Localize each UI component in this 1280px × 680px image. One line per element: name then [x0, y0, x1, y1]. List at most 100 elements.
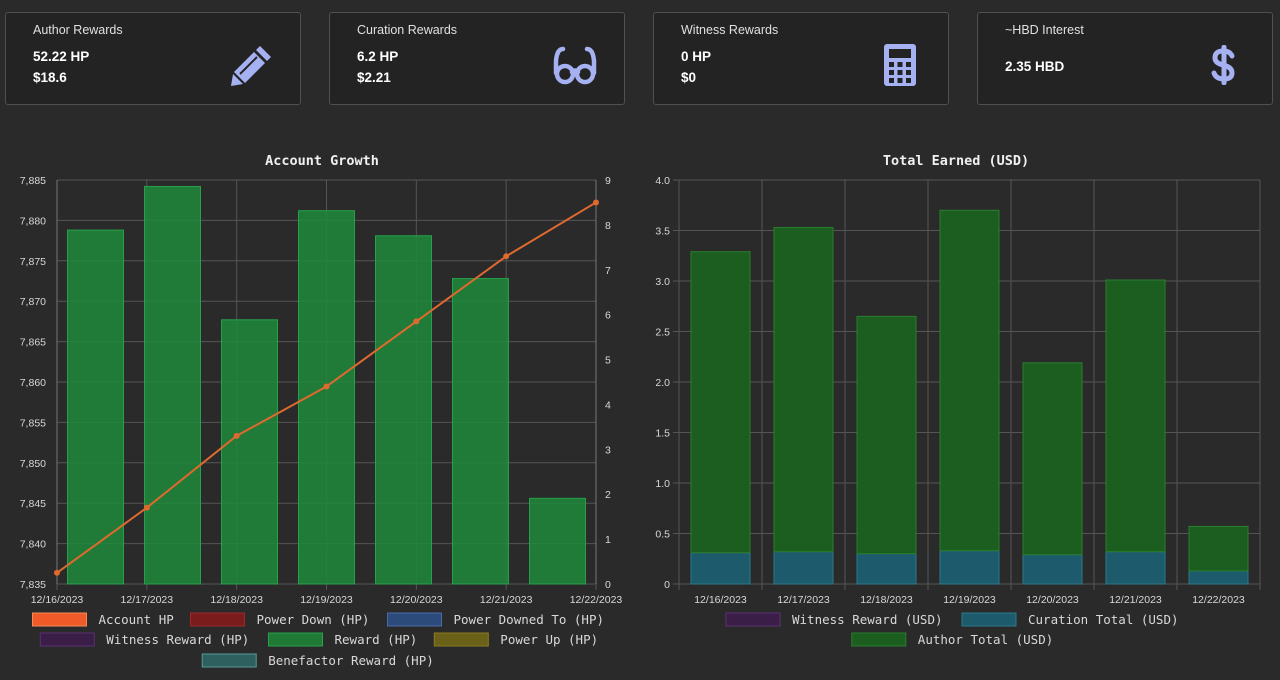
y-tick-label: 7,860 — [20, 377, 46, 389]
y2-tick-label: 6 — [605, 310, 611, 322]
x-tick-label: 12/21/2023 — [480, 594, 533, 606]
curation-total-bar — [939, 550, 1000, 585]
y2-tick-label: 4 — [605, 399, 611, 411]
author-total-bar — [773, 226, 834, 553]
legend-label: Power Downed To (HP) — [454, 612, 605, 627]
calculator-icon — [884, 44, 916, 86]
account-hp-point — [233, 432, 240, 439]
curation-total-bar — [690, 552, 751, 585]
curation-total-bar — [1105, 551, 1166, 585]
y-tick-label: 0.5 — [655, 529, 670, 541]
y2-tick-label: 9 — [605, 175, 611, 187]
x-tick-label: 12/17/2023 — [777, 594, 830, 606]
card-title: ~HBD Interest — [1005, 23, 1084, 37]
legend-label: Account HP — [99, 612, 174, 627]
witness-rewards-hp: 0 HP — [681, 49, 712, 64]
reward-hp-bar — [144, 185, 201, 585]
author-total-bar — [1022, 362, 1083, 556]
y2-tick-label: 0 — [605, 579, 611, 591]
y-tick-label: 0 — [664, 579, 670, 591]
y2-tick-label: 8 — [605, 220, 611, 232]
author-total-bar — [856, 315, 917, 555]
glasses-icon — [553, 46, 597, 85]
card-title: Witness Rewards — [681, 23, 779, 37]
y2-tick-label: 7 — [605, 265, 611, 277]
account-hp-point — [54, 569, 60, 576]
legend-label: Author Total (USD) — [918, 632, 1053, 647]
curation-total-bar — [773, 551, 834, 585]
y-tick-label: 1.0 — [655, 478, 670, 490]
y-tick-label: 7,870 — [20, 296, 46, 308]
legend-swatch — [268, 632, 323, 647]
reward-hp-bar — [221, 319, 278, 585]
legend-label: Reward (HP) — [335, 632, 418, 647]
account-hp-point — [323, 383, 330, 390]
legend-swatch — [851, 632, 907, 647]
total-earned-chart: Total Earned (USD) 0 0.5 1.0 1.5 2.0 2.5 3.0 3.5… — [655, 153, 1261, 647]
y-tick-label: 2.5 — [655, 327, 670, 339]
y-tick-label: 4.0 — [655, 175, 670, 187]
reward-hp-bar — [375, 235, 432, 585]
author-rewards-card: Author Rewards 52.22 HP $18.6 — [5, 12, 301, 105]
legend-label: Witness Reward (USD) — [792, 612, 943, 627]
legend-swatch — [190, 612, 245, 627]
y-tick-label: 7,885 — [20, 175, 46, 187]
author-total-bar — [690, 251, 751, 554]
legend-swatch — [387, 612, 442, 627]
y-tick-label: 7,835 — [20, 579, 46, 591]
x-tick-label: 12/22/2023 — [570, 594, 623, 606]
witness-rewards-card: Witness Rewards 0 HP $0 — [653, 12, 949, 105]
y-tick-label: 7,850 — [20, 458, 46, 470]
y-tick-label: 7,880 — [20, 215, 46, 227]
legend-label: Benefactor Reward (HP) — [268, 653, 434, 668]
y2-tick-label: 3 — [605, 444, 611, 456]
witness-rewards-usd: $0 — [681, 70, 697, 85]
hbd-interest-value: 2.35 HBD — [1005, 59, 1065, 74]
y2-tick-label: 1 — [605, 534, 611, 546]
curation-rewards-usd: $2.21 — [357, 70, 391, 85]
x-tick-label: 12/19/2023 — [300, 594, 353, 606]
y-tick-label: 7,865 — [20, 337, 46, 349]
legend-label: Power Down (HP) — [257, 612, 370, 627]
reward-hp-bar — [529, 497, 586, 585]
x-tick-label: 12/18/2023 — [210, 594, 263, 606]
hbd-interest-card: ~HBD Interest 2.35 HBD — [977, 12, 1273, 105]
legend-swatch — [32, 612, 87, 627]
author-total-bar — [1105, 279, 1166, 553]
x-tick-label: 12/21/2023 — [1109, 594, 1162, 606]
y-tick-label: 3.5 — [655, 226, 670, 238]
account-hp-point — [413, 318, 420, 325]
x-tick-label: 12/17/2023 — [121, 594, 174, 606]
x-tick-label: 12/18/2023 — [860, 594, 913, 606]
author-total-bar — [1188, 525, 1249, 572]
legend-swatch — [201, 653, 257, 668]
x-tick-label: 12/19/2023 — [943, 594, 996, 606]
legend-swatch — [39, 632, 95, 647]
chart-title: Total Earned (USD) — [883, 153, 1029, 169]
x-tick-label: 12/22/2023 — [1192, 594, 1245, 606]
account-hp-point — [593, 199, 599, 206]
y2-tick-label: 2 — [605, 489, 611, 501]
curation-total-bar — [1188, 570, 1249, 585]
y-tick-label: 7,845 — [20, 498, 46, 510]
author-rewards-usd: $18.6 — [33, 70, 67, 85]
author-rewards-hp: 52.22 HP — [33, 49, 90, 64]
y-tick-label: 7,855 — [20, 417, 46, 429]
card-title: Curation Rewards — [357, 23, 458, 37]
reward-hp-bar — [452, 278, 509, 585]
account-growth-chart: Account Growth 7,835 7,840 7,845 7,850 7,855 7… — [20, 153, 623, 668]
account-hp-point — [503, 253, 510, 260]
author-total-bar — [939, 209, 1000, 552]
legend-swatch — [725, 612, 781, 627]
reward-hp-bar — [67, 229, 124, 585]
y-tick-label: 2.0 — [655, 377, 670, 389]
y-tick-label: 7,840 — [20, 539, 46, 551]
x-tick-label: 12/20/2023 — [1026, 594, 1079, 606]
legend-swatch — [961, 612, 1017, 627]
legend-label: Curation Total (USD) — [1028, 612, 1179, 627]
curation-rewards-card: Curation Rewards 6.2 HP $2.21 — [329, 12, 625, 105]
x-tick-label: 12/16/2023 — [694, 594, 747, 606]
chart-title: Account Growth — [265, 153, 379, 169]
dollar-icon — [1211, 45, 1235, 85]
pencil-icon — [231, 46, 271, 86]
